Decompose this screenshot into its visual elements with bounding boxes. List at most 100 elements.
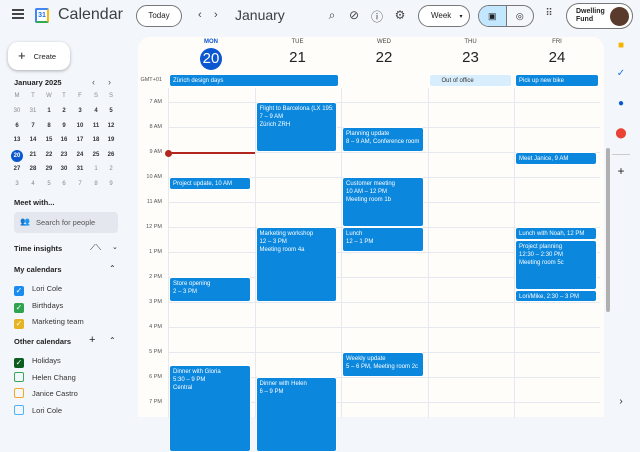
mini-day[interactable]: 30 xyxy=(11,108,23,114)
mini-day[interactable]: 7 xyxy=(27,123,39,129)
checkbox[interactable]: ✓ xyxy=(14,286,24,296)
chevron-down-icon[interactable]: ⌄ xyxy=(112,243,118,251)
checkbox[interactable] xyxy=(14,405,24,415)
keep-icon[interactable]: ■ xyxy=(614,40,628,51)
checkbox[interactable] xyxy=(14,372,24,382)
day-number[interactable]: 23 xyxy=(428,49,514,66)
calendar-view-icon[interactable]: ▣ xyxy=(479,6,507,26)
calendar-event[interactable]: Project update, 10 AM xyxy=(169,177,251,190)
mini-day[interactable]: 20 xyxy=(11,150,23,162)
mini-day[interactable]: 5 xyxy=(43,181,55,187)
next-week-button[interactable]: › xyxy=(214,9,218,21)
mini-day[interactable]: 2 xyxy=(105,166,117,172)
mini-day[interactable]: 28 xyxy=(27,166,39,172)
mini-day[interactable]: 1 xyxy=(90,166,102,172)
calendar-event[interactable]: Lunch with Noah, 12 PM xyxy=(515,227,597,240)
mini-day[interactable]: 19 xyxy=(105,137,117,143)
mini-day[interactable]: 8 xyxy=(90,181,102,187)
mini-day[interactable]: 11 xyxy=(90,123,102,129)
my-calendars-title[interactable]: My calendars xyxy=(14,265,62,274)
checkbox[interactable]: ✓ xyxy=(14,319,24,329)
mini-day[interactable]: 10 xyxy=(74,123,86,129)
mini-day[interactable]: 2 xyxy=(58,108,70,114)
mini-day[interactable]: 23 xyxy=(58,152,70,158)
mini-day[interactable]: 9 xyxy=(58,123,70,129)
tasks-view-icon[interactable]: ◎ xyxy=(507,6,534,26)
chevron-up-icon[interactable]: ⌃ xyxy=(109,336,116,345)
mini-day[interactable]: 22 xyxy=(43,152,55,158)
tasks-icon[interactable]: ⊘ xyxy=(346,8,362,22)
mini-day[interactable]: 24 xyxy=(74,152,86,158)
add-calendar-icon[interactable]: + xyxy=(89,334,95,346)
all-day-event[interactable]: Pick up new bike xyxy=(515,74,599,87)
mini-day[interactable]: 9 xyxy=(105,181,117,187)
search-icon[interactable]: ⌕ xyxy=(324,8,340,23)
apps-icon[interactable]: ⠿ xyxy=(541,8,557,19)
tasks-icon[interactable]: ✓ xyxy=(614,68,628,79)
maps-icon[interactable]: ⬤ xyxy=(614,128,628,139)
mini-day[interactable]: 7 xyxy=(74,181,86,187)
mini-day[interactable]: 8 xyxy=(43,123,55,129)
prev-week-button[interactable]: ‹ xyxy=(198,9,202,21)
all-day-event[interactable]: Zürich design days xyxy=(169,74,339,87)
mini-day[interactable]: 21 xyxy=(27,152,39,158)
mini-day[interactable]: 4 xyxy=(27,181,39,187)
mini-day[interactable]: 5 xyxy=(105,108,117,114)
mini-day[interactable]: 18 xyxy=(90,137,102,143)
mini-day[interactable]: 3 xyxy=(11,181,23,187)
mini-day[interactable]: 3 xyxy=(74,108,86,114)
all-day-event[interactable]: Out of office xyxy=(429,74,513,87)
day-number[interactable]: 24 xyxy=(514,49,600,66)
settings-icon[interactable]: ⚙ xyxy=(392,8,408,22)
account-button[interactable]: Dwelling Fund xyxy=(566,3,633,29)
mini-day[interactable]: 30 xyxy=(58,166,70,172)
view-select[interactable]: Week ▾ xyxy=(418,5,470,27)
mini-day[interactable]: 6 xyxy=(58,181,70,187)
help-icon[interactable]: ⓘ xyxy=(369,8,385,25)
checkbox[interactable] xyxy=(14,388,24,398)
calendar-item[interactable]: Helen Chang xyxy=(14,372,76,383)
calendar-item[interactable]: ✓Holidays xyxy=(14,355,61,368)
scrollbar[interactable] xyxy=(606,148,610,312)
calendar-event[interactable]: Meet Janice, 9 AM xyxy=(515,152,597,165)
day-number[interactable]: 22 xyxy=(341,49,427,66)
calendar-item[interactable]: ✓Lori Cole xyxy=(14,283,62,296)
mini-day[interactable]: 4 xyxy=(90,108,102,114)
calendar-item[interactable]: ✓Marketing team xyxy=(14,316,84,329)
main-menu-button[interactable] xyxy=(12,9,24,19)
mini-day[interactable]: 16 xyxy=(58,137,70,143)
create-button[interactable]: +Create xyxy=(8,42,70,70)
time-insights-title[interactable]: Time insights xyxy=(14,244,62,253)
mini-day[interactable]: 12 xyxy=(105,123,117,129)
mini-day[interactable]: 1 xyxy=(43,108,55,114)
mini-day[interactable]: 31 xyxy=(27,108,39,114)
mini-day[interactable]: 14 xyxy=(27,137,39,143)
mini-day[interactable]: 26 xyxy=(105,152,117,158)
mini-day[interactable]: 17 xyxy=(74,137,86,143)
calendar-item[interactable]: Janice Castro xyxy=(14,388,78,399)
add-icon[interactable]: + xyxy=(614,164,628,178)
mini-day[interactable]: 25 xyxy=(90,152,102,158)
mini-day[interactable]: 15 xyxy=(43,137,55,143)
mini-next-icon[interactable]: › xyxy=(108,77,111,87)
mini-day[interactable]: 6 xyxy=(11,123,23,129)
mini-prev-icon[interactable]: ‹ xyxy=(92,77,95,87)
calendar-item[interactable]: Lori Cole xyxy=(14,405,62,416)
checkbox[interactable]: ✓ xyxy=(14,303,24,313)
calendar-item[interactable]: ✓Birthdays xyxy=(14,300,63,313)
chevron-up-icon[interactable]: ⌃ xyxy=(109,264,116,273)
mini-day[interactable]: 29 xyxy=(43,166,55,172)
contacts-icon[interactable]: ● xyxy=(614,98,628,109)
today-button[interactable]: Today xyxy=(136,5,182,27)
expand-icon[interactable]: › xyxy=(614,396,628,407)
day-number[interactable]: 20 xyxy=(200,48,222,70)
mini-day[interactable]: 31 xyxy=(74,166,86,172)
checkbox[interactable]: ✓ xyxy=(14,358,24,368)
